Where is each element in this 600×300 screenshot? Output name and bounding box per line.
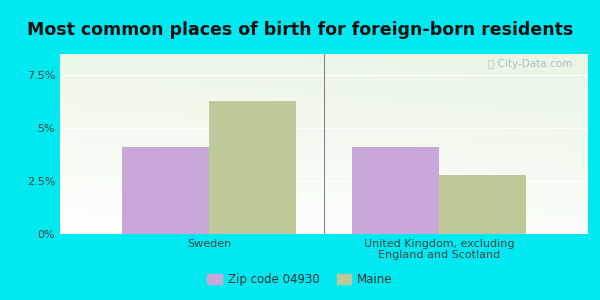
Text: Most common places of birth for foreign-born residents: Most common places of birth for foreign-…: [27, 21, 573, 39]
Legend: Zip code 04930, Maine: Zip code 04930, Maine: [203, 269, 397, 291]
Bar: [439, 175, 526, 234]
Text: ⓘ City-Data.com: ⓘ City-Data.com: [488, 59, 572, 69]
Bar: [122, 147, 209, 234]
Bar: [352, 147, 439, 234]
Bar: [209, 100, 296, 234]
